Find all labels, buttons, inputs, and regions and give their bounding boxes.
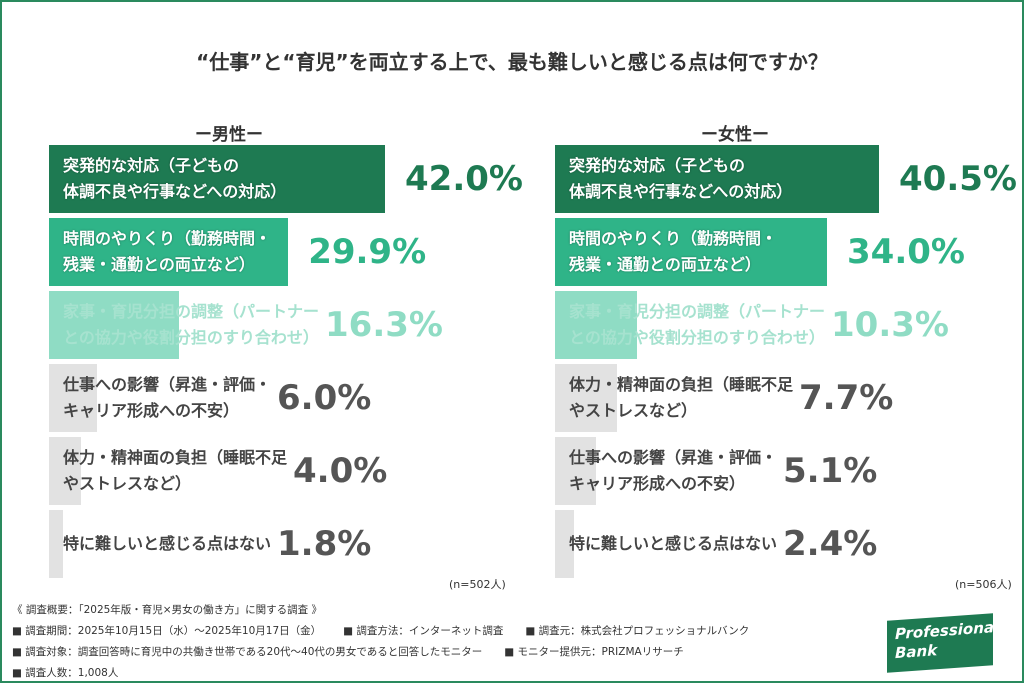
sample-note: (n=502人) [449,578,506,591]
bar-row: 体力・精神面の負担（睡眠不足 やストレスなど） 7.7% [555,364,893,432]
category-label: 仕事への影響（昇進・評価・ キャリア形成への不安） [569,448,778,493]
category-label: 体力・精神面の負担（睡眠不足 やストレスなど） [569,375,794,420]
value-label: 1.8% [277,524,372,564]
category-label: 仕事への影響（昇進・評価・ キャリア形成への不安） [63,375,272,420]
category-label: 特に難しいと感じる点はない [63,534,272,553]
bar-row: 仕事への影響（昇進・評価・ キャリア形成への不安） 6.0% [49,364,371,432]
bar-row: 特に難しいと感じる点はない 2.4% [555,510,877,578]
footer-item: ■ 調査元：株式会社プロフェッショナルバンク [525,625,750,637]
subtitle: ー女性ー [701,125,769,145]
footer-item: ■ モニター提供元：PRIZMAリサーチ [504,646,684,658]
category-label: 時間のやりくり（勤務時間・ 残業・通勤との両立など） [63,229,272,274]
bar [49,145,385,213]
bar [555,291,638,359]
category-label: 家事・育児分担の調整（パートナー との協力や役割分担のすり合わせ） [569,302,826,347]
bar-row: 時間のやりくり（勤務時間・ 残業・通勤との両立など） 34.0% [555,218,965,286]
value-label: 40.5% [899,159,1017,199]
bar-row: 家事・育児分担の調整（パートナー との協力や役割分担のすり合わせ） 10.3% [555,291,949,359]
value-label: 34.0% [847,232,965,272]
bar [49,218,289,286]
footer-item: ■ 調査方法：インターネット調査 [343,625,504,637]
bar-row: 突発的な対応（子どもの 体調不良や行事などへの対応） 40.5% [555,145,1017,213]
footer-line: ■ 調査期間：2025年10月15日（水）～2025年10月17日（金） ■ 調査… [12,623,771,638]
sample-note: (n=506人) [955,578,1012,591]
value-label: 16.3% [325,305,443,345]
bar [555,437,596,505]
footer-line: ■ 調査対象：調査回答時に育児中の共働き世帯である20代～40代の男女であると回… [12,644,706,659]
bar-row: 時間のやりくり（勤務時間・ 残業・通勤との両立など） 29.9% [49,218,426,286]
footer-item: ■ 調査期間：2025年10月15日（水）～2025年10月17日（金） [12,625,322,637]
category-label: 特に難しいと感じる点はない [569,534,778,553]
footer-line: ■ 調査人数：1,008人 [12,665,140,680]
category-label: 突発的な対応（子どもの 体調不良や行事などへの対応） [63,156,287,201]
bar [49,510,64,578]
value-label: 2.4% [783,524,878,564]
bar [49,437,81,505]
value-label: 4.0% [293,451,388,491]
category-label: 家事・育児分担の調整（パートナー との協力や役割分担のすり合わせ） [63,302,320,347]
bar [555,510,575,578]
value-label: 5.1% [783,451,878,491]
category-label: 時間のやりくり（勤務時間・ 残業・通勤との両立など） [569,229,778,274]
subtitle: ー男性ー [195,125,263,145]
category-label: 体力・精神面の負担（睡眠不足 やストレスなど） [63,448,288,493]
title: “仕事”と“育児”を両立する上で、最も難しいと感じる点は何ですか？ [196,50,828,74]
bar-row: 家事・育児分担の調整（パートナー との協力や役割分担のすり合わせ） 16.3% [49,291,443,359]
category-label: 突発的な対応（子どもの 体調不良や行事などへの対応） [569,156,793,201]
footer-heading: 《 調査概要：「2025年版・育児×男女の働き方」に関する調査 》 [12,604,322,616]
logo: Professional Bank [887,613,999,673]
footer-item: ■ 調査対象：調査回答時に育児中の共働き世帯である20代～40代の男女であると回… [12,646,483,658]
footer-item: ■ 調査人数：1,008人 [12,667,119,679]
value-label: 10.3% [831,305,949,345]
bar [555,364,617,432]
value-label: 7.7% [799,378,894,418]
bar-row: 体力・精神面の負担（睡眠不足 やストレスなど） 4.0% [49,437,387,505]
value-label: 6.0% [277,378,372,418]
bar [49,291,180,359]
bar-row: 突発的な対応（子どもの 体調不良や行事などへの対応） 42.0% [49,145,523,213]
bar-row: 特に難しいと感じる点はない 1.8% [49,510,371,578]
bar [555,145,879,213]
bar [555,218,827,286]
bar [49,364,97,432]
value-label: 29.9% [308,232,427,272]
bar-row: 仕事への影響（昇進・評価・ キャリア形成への不安） 5.1% [555,437,877,505]
value-label: 42.0% [405,159,523,199]
